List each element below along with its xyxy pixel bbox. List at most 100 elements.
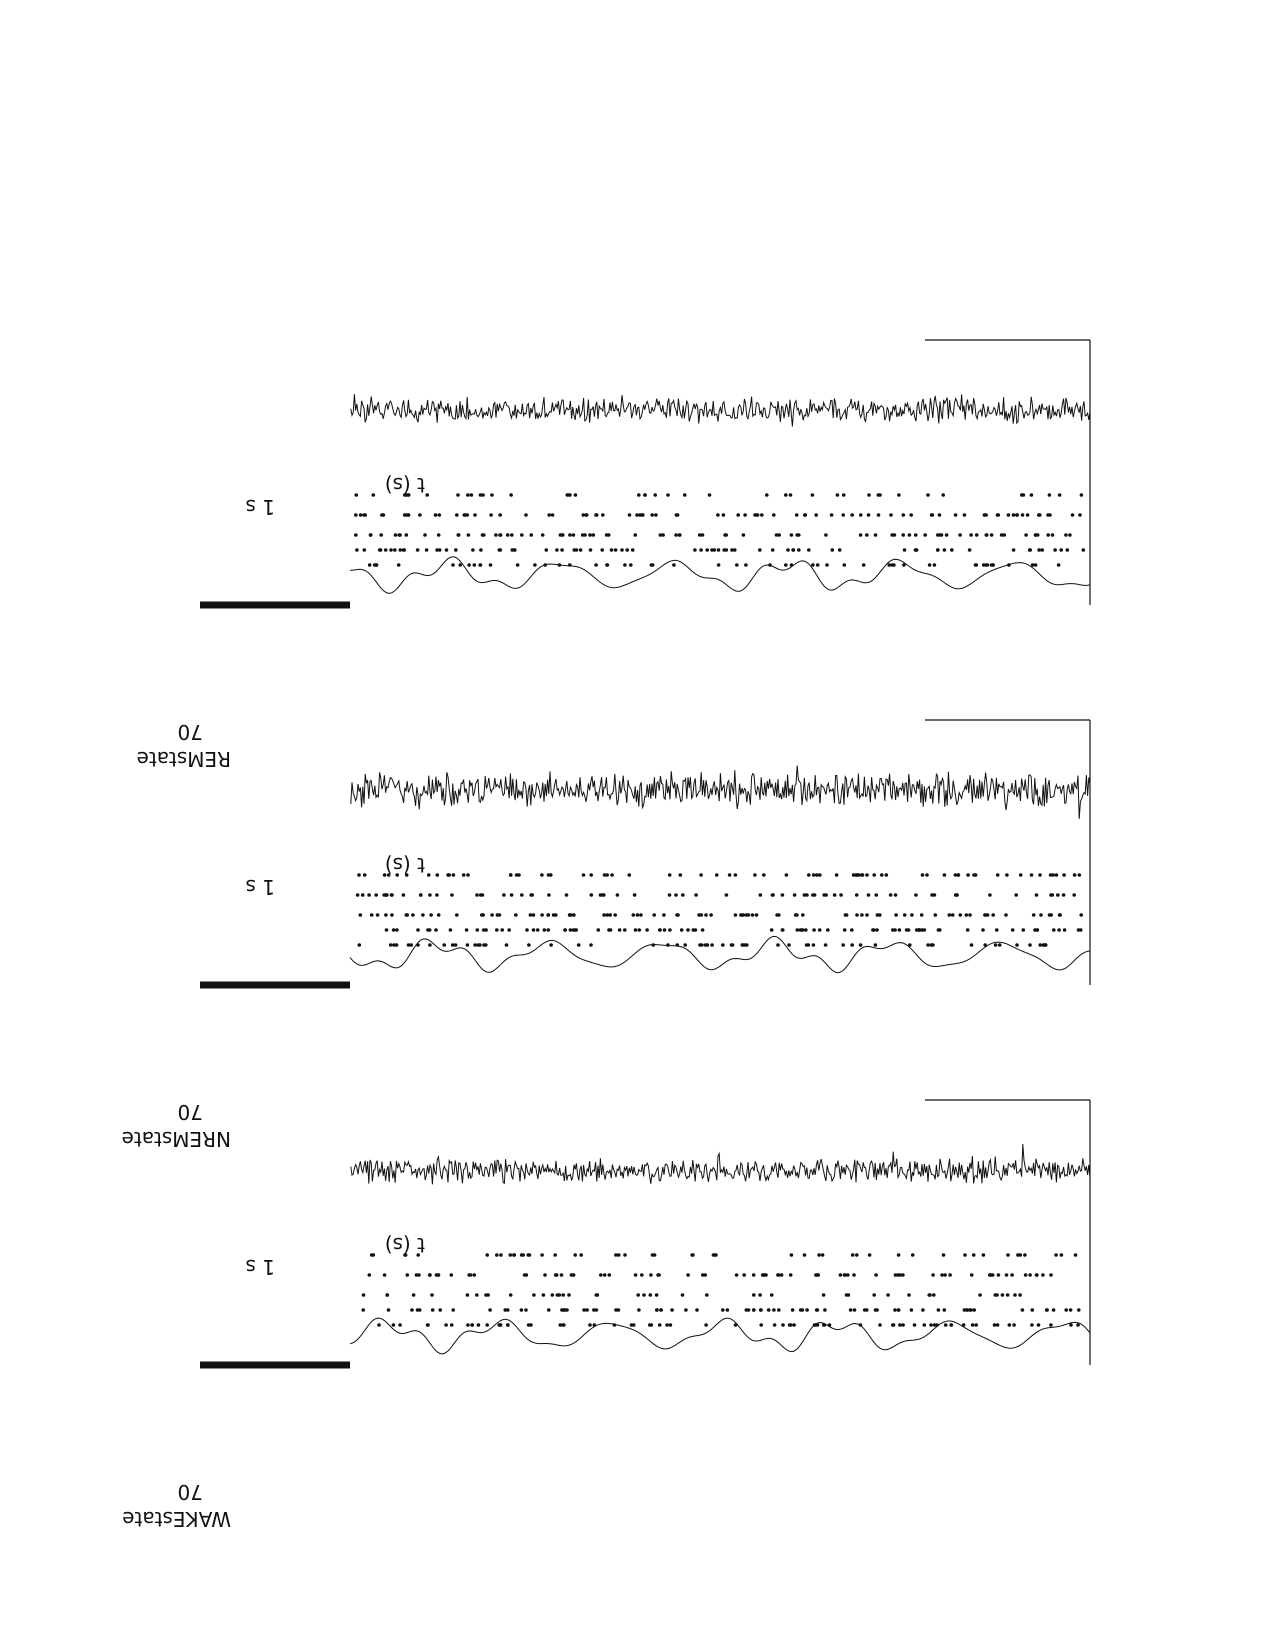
spike-dot [920,928,924,932]
spike-dot [988,893,992,897]
spike-dot [777,913,781,917]
spike-dot [641,513,645,517]
spike-dot [710,548,714,552]
spike-dot [753,873,757,877]
spike-dot [914,548,918,552]
spike-dot [686,928,690,932]
spike-dot [855,913,859,917]
spike-dot [1030,1308,1035,1312]
spike-dot [1054,1253,1058,1257]
spike-dot [944,533,949,537]
spike-dot [798,1308,803,1312]
spike-dot [788,1273,793,1277]
spike-dot [992,1323,997,1327]
broadband-trace-rem [350,394,1091,427]
spike-dot [425,1323,430,1327]
spike-dot [804,928,808,932]
spike-dot [1081,548,1086,552]
spike-dot [369,913,374,917]
spike-dot [787,943,791,947]
spike-dot [901,513,906,517]
spike-dot [858,533,863,537]
spike-dot [658,928,662,932]
spike-dot [703,943,708,947]
spike-dot [805,1308,809,1312]
spike-dot [999,533,1004,537]
spike-dot [997,943,1002,947]
spike-dot [820,1253,825,1257]
spike-dot [551,913,556,917]
spike-dot [682,493,687,497]
spike-dot [733,548,737,552]
spike-dot [649,563,654,567]
spike-dot [497,548,502,552]
spike-dot [968,913,972,917]
spike-dot [1064,1308,1068,1312]
spike-dot [405,1273,410,1277]
spike-dot [375,913,380,917]
spike-dot [995,513,1000,517]
spike-dot [776,1273,780,1277]
spike-dot [600,548,604,552]
spike-dot [876,493,881,497]
spike-dot [437,548,442,552]
spike-dot [382,1273,387,1277]
spike-dot [981,1253,986,1257]
spike-dot [367,563,372,567]
spike-dot [636,1293,640,1297]
spike-dot [758,548,762,552]
spike-dot [623,928,627,932]
spike-dot [654,513,658,517]
spike-dot [758,1293,762,1297]
spike-dot [421,913,425,917]
spike-dot [354,513,358,517]
spike-dot [484,1293,488,1297]
spike-dot [382,873,387,877]
spike-dot [880,873,884,877]
broadband-trace-nrem [350,765,1091,819]
spike-dot [953,873,958,877]
spike-dot [801,913,805,917]
spike-dot [525,928,529,932]
spike-dot [735,563,739,567]
spike-dot [629,563,633,567]
spike-dot [733,873,738,877]
spike-dot [958,533,962,537]
spike-dot [896,1273,900,1277]
spike-dot [948,1273,952,1277]
spike-dot [506,1323,510,1327]
spike-dot [555,548,559,552]
spike-dot [362,548,367,552]
spike-dot [540,533,545,537]
spike-dot [715,873,719,877]
spike-dot [385,1293,390,1297]
spike-dot [521,1253,525,1257]
spike-dot [1018,1293,1022,1297]
spike-dot [786,548,790,552]
spike-dot [582,1308,586,1312]
spike-dot [852,1308,857,1312]
spike-dot [941,1253,946,1257]
spike-dot [1018,873,1023,877]
spike-dot [1028,548,1032,552]
spike-dot [704,1323,708,1327]
spike-dot [402,548,406,552]
spike-dot [404,873,409,877]
spike-dot [470,1323,474,1327]
spike-dot [996,1273,1001,1277]
spike-dot [832,893,837,897]
spike-dot [1020,493,1024,497]
spike-dot [546,928,550,932]
spike-dot [578,548,583,552]
spike-dot [1025,513,1030,517]
spike-dot [635,913,640,917]
spike-dot [810,493,815,497]
spike-dot [1051,873,1055,877]
spike-dot [770,548,775,552]
spike-dot [650,513,654,517]
spike-dot [784,873,789,877]
spike-dot [499,1253,503,1257]
spike-dot [489,513,493,517]
spike-dot [544,548,549,552]
spike-dot [625,548,629,552]
